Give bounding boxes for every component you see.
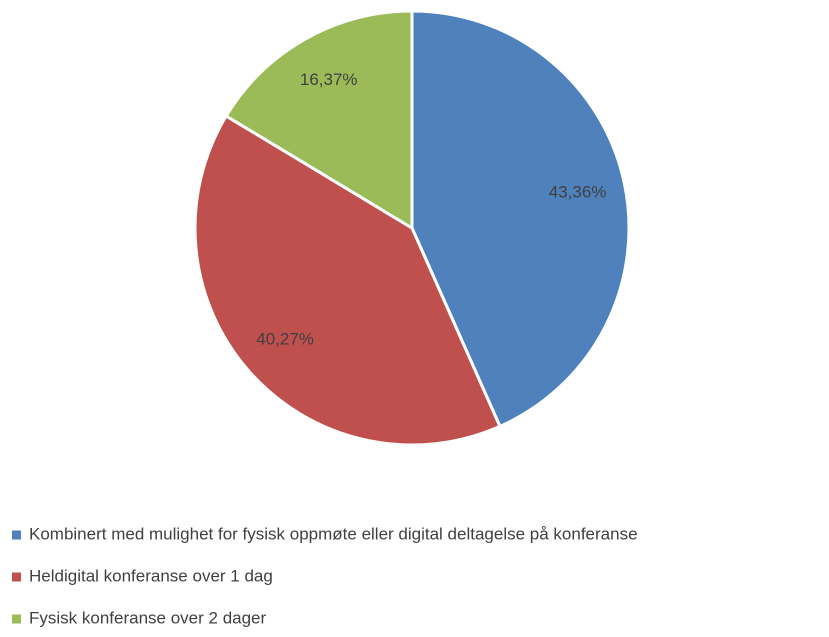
legend-swatch [12,572,21,582]
legend-label: Kombinert med mulighet for fysisk oppmøt… [29,524,638,543]
legend-label: Heldigital konferanse over 1 dag [29,566,273,585]
legend-swatch [12,530,21,540]
pie-slice [224,9,414,231]
data-label: 43,36% [549,182,607,201]
data-label: 16,37% [300,70,358,89]
legend-label: Fysisk konferanse over 2 dager [29,608,267,627]
legend-swatch [12,614,21,624]
data-label: 40,27% [256,329,314,348]
pie-slice [193,113,502,447]
pie-slice [410,9,631,429]
